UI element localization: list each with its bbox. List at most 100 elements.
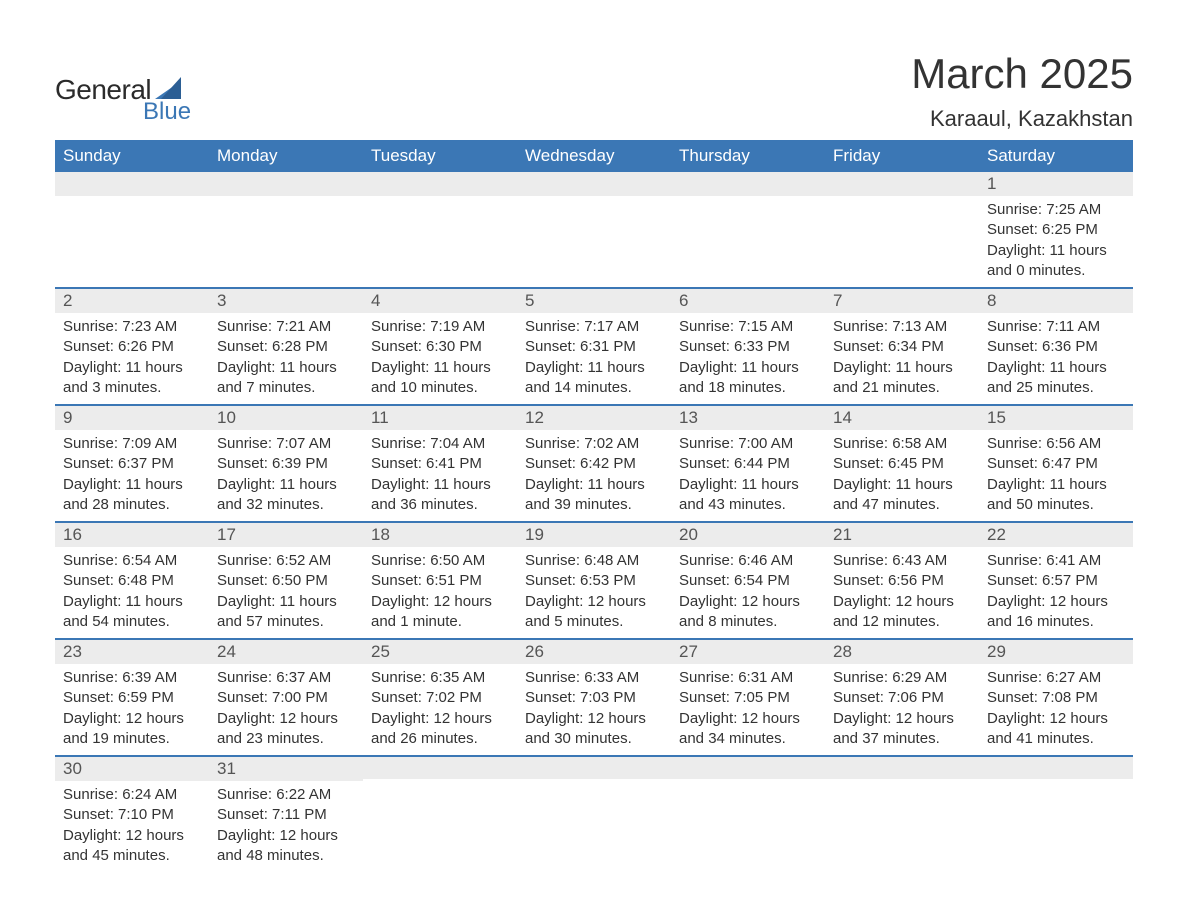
calendar-cell: 20 Sunrise: 6:46 AMSunset: 6:54 PMDayligh… (671, 521, 825, 638)
day-number: 7 (833, 291, 842, 310)
calendar-week-row: 16Sunrise: 6:54 AMSunset: 6:48 PMDayligh… (55, 521, 1133, 638)
day-day1: Daylight: 11 hours (63, 592, 201, 612)
day-day1: Daylight: 12 hours (833, 709, 971, 729)
day-day2: and 48 minutes. (217, 846, 355, 866)
day-sunrise: Sunrise: 7:15 AM (679, 317, 817, 337)
day-details: Sunrise: 7:15 AMSunset: 6:33 PMDaylight:… (671, 313, 825, 404)
day-number: 20 (679, 525, 698, 544)
day-sunrise: Sunrise: 7:02 AM (525, 434, 663, 454)
day-number: 1 (987, 174, 996, 193)
day-sunset: Sunset: 6:48 PM (63, 571, 201, 591)
day-day2: and 41 minutes. (987, 729, 1125, 749)
calendar-header-row: Sunday Monday Tuesday Wednesday Thursday… (55, 140, 1133, 172)
logo-blue-text: Blue (143, 98, 191, 126)
logo-general-text: General (55, 74, 151, 106)
day-day1: Daylight: 11 hours (525, 358, 663, 378)
day-details: Sunrise: 7:19 AMSunset: 6:30 PMDaylight:… (363, 313, 517, 404)
day-sunset: Sunset: 6:53 PM (525, 571, 663, 591)
day-sunrise: Sunrise: 6:58 AM (833, 434, 971, 454)
calendar-cell: 16Sunrise: 6:54 AMSunset: 6:48 PMDayligh… (55, 521, 209, 638)
calendar-cell (209, 172, 363, 287)
day-number: 29 (987, 642, 1006, 661)
day-day2: and 54 minutes. (63, 612, 201, 632)
day-sunrise: Sunrise: 6:41 AM (987, 551, 1125, 571)
calendar-cell: 10Sunrise: 7:07 AMSunset: 6:39 PMDayligh… (209, 404, 363, 521)
day-details: Sunrise: 6:56 AMSunset: 6:47 PMDaylight:… (979, 430, 1133, 521)
day-sunset: Sunset: 7:06 PM (833, 688, 971, 708)
day-day2: and 28 minutes. (63, 495, 201, 515)
calendar-cell: 2Sunrise: 7:23 AMSunset: 6:26 PMDaylight… (55, 287, 209, 404)
day-day1: Daylight: 11 hours (833, 475, 971, 495)
calendar-cell (671, 172, 825, 287)
day-sunrise: Sunrise: 6:22 AM (217, 785, 355, 805)
day-number: 27 (679, 642, 698, 661)
month-title: March 2025 (911, 50, 1133, 98)
day-sunrise: Sunrise: 7:17 AM (525, 317, 663, 337)
day-day2: and 19 minutes. (63, 729, 201, 749)
day-details: Sunrise: 6:37 AMSunset: 7:00 PMDaylight:… (209, 664, 363, 755)
day-number: 22 (987, 525, 1006, 544)
day-day2: and 21 minutes. (833, 378, 971, 398)
day-sunrise: Sunrise: 7:19 AM (371, 317, 509, 337)
day-header: Friday (825, 140, 979, 172)
day-number: 19 (525, 525, 544, 544)
day-sunset: Sunset: 6:42 PM (525, 454, 663, 474)
day-sunrise: Sunrise: 6:39 AM (63, 668, 201, 688)
day-sunrise: Sunrise: 7:21 AM (217, 317, 355, 337)
day-number: 2 (63, 291, 72, 310)
day-details: Sunrise: 7:17 AMSunset: 6:31 PMDaylight:… (517, 313, 671, 404)
day-day1: Daylight: 11 hours (525, 475, 663, 495)
calendar-cell: 29Sunrise: 6:27 AMSunset: 7:08 PMDayligh… (979, 638, 1133, 755)
day-number: 18 (371, 525, 390, 544)
day-number: 8 (987, 291, 996, 310)
calendar-cell: 8 Sunrise: 7:11 AMSunset: 6:36 PMDaylight… (979, 287, 1133, 404)
day-details: Sunrise: 6:29 AMSunset: 7:06 PMDaylight:… (825, 664, 979, 755)
day-day1: Daylight: 12 hours (525, 592, 663, 612)
day-sunrise: Sunrise: 6:33 AM (525, 668, 663, 688)
day-sunrise: Sunrise: 6:37 AM (217, 668, 355, 688)
day-day2: and 18 minutes. (679, 378, 817, 398)
day-day1: Daylight: 12 hours (217, 826, 355, 846)
day-sunset: Sunset: 6:34 PM (833, 337, 971, 357)
day-day2: and 23 minutes. (217, 729, 355, 749)
day-details: Sunrise: 6:46 AMSunset: 6:54 PMDaylight:… (671, 547, 825, 638)
day-sunrise: Sunrise: 6:52 AM (217, 551, 355, 571)
day-day1: Daylight: 11 hours (217, 358, 355, 378)
day-sunset: Sunset: 6:57 PM (987, 571, 1125, 591)
title-block: March 2025 Karaaul, Kazakhstan (911, 50, 1133, 132)
day-day2: and 45 minutes. (63, 846, 201, 866)
day-number: 30 (63, 759, 82, 778)
day-day2: and 14 minutes. (525, 378, 663, 398)
day-day2: and 50 minutes. (987, 495, 1125, 515)
day-number: 13 (679, 408, 698, 427)
day-sunset: Sunset: 6:59 PM (63, 688, 201, 708)
day-day1: Daylight: 11 hours (987, 241, 1125, 261)
day-sunrise: Sunrise: 7:25 AM (987, 200, 1125, 220)
day-day1: Daylight: 12 hours (679, 709, 817, 729)
day-day1: Daylight: 11 hours (679, 475, 817, 495)
day-day1: Daylight: 11 hours (833, 358, 971, 378)
day-details: Sunrise: 7:09 AMSunset: 6:37 PMDaylight:… (55, 430, 209, 521)
calendar-cell: 24Sunrise: 6:37 AMSunset: 7:00 PMDayligh… (209, 638, 363, 755)
day-sunrise: Sunrise: 6:50 AM (371, 551, 509, 571)
day-sunrise: Sunrise: 6:35 AM (371, 668, 509, 688)
calendar-cell (825, 755, 979, 872)
calendar-cell (979, 755, 1133, 872)
day-details: Sunrise: 6:33 AMSunset: 7:03 PMDaylight:… (517, 664, 671, 755)
day-day2: and 7 minutes. (217, 378, 355, 398)
day-header: Saturday (979, 140, 1133, 172)
day-day2: and 26 minutes. (371, 729, 509, 749)
day-sunset: Sunset: 6:45 PM (833, 454, 971, 474)
day-number: 25 (371, 642, 390, 661)
day-details: Sunrise: 7:11 AMSunset: 6:36 PMDaylight:… (979, 313, 1133, 404)
day-sunset: Sunset: 6:26 PM (63, 337, 201, 357)
calendar-cell: 4 Sunrise: 7:19 AMSunset: 6:30 PMDaylight… (363, 287, 517, 404)
day-day1: Daylight: 12 hours (525, 709, 663, 729)
day-sunrise: Sunrise: 6:56 AM (987, 434, 1125, 454)
calendar-cell: 31Sunrise: 6:22 AMSunset: 7:11 PMDayligh… (209, 755, 363, 872)
calendar-cell: 25Sunrise: 6:35 AMSunset: 7:02 PMDayligh… (363, 638, 517, 755)
day-day2: and 12 minutes. (833, 612, 971, 632)
logo: General Blue (55, 50, 191, 126)
calendar-cell: 13Sunrise: 7:00 AMSunset: 6:44 PMDayligh… (671, 404, 825, 521)
day-number: 4 (371, 291, 380, 310)
